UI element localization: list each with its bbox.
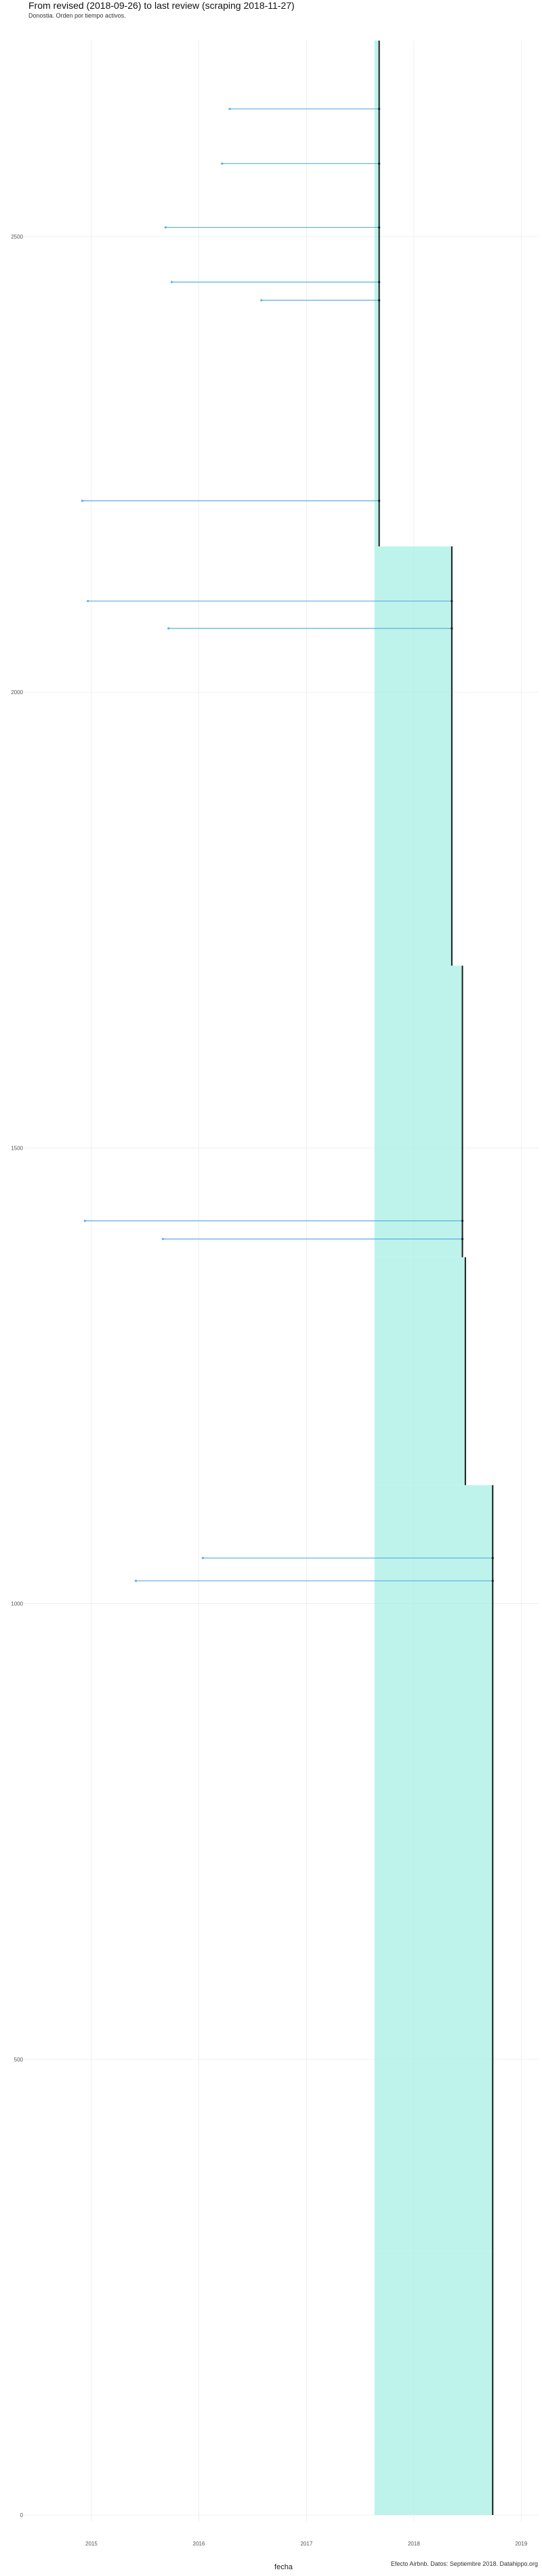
chart-caption: Efecto Airbnb. Datos: Septiembre 2018. D… [390, 2560, 538, 2567]
chart-title: From revised (2018-09-26) to last review… [28, 0, 295, 11]
review-point-layer [81, 40, 494, 2515]
first-review-point [170, 281, 173, 283]
last-review-point [461, 1238, 464, 1241]
x-axis: 2015 2016 2017 2018 2019 [85, 2541, 528, 2547]
last-review-point [491, 1556, 494, 1559]
x-tick-label: 2015 [85, 2541, 98, 2547]
last-review-point [451, 627, 453, 630]
last-review-point [378, 299, 381, 302]
first-review-point [201, 1556, 205, 1559]
active-band [374, 1257, 465, 1485]
first-review-point [83, 1220, 86, 1222]
y-tick-label: 2500 [11, 234, 23, 240]
y-tick-label: 1500 [11, 1145, 23, 1151]
last-review-point [461, 1220, 464, 1222]
x-axis-title: fecha [274, 2563, 293, 2571]
last-review-point [491, 1579, 494, 1582]
y-tick-label: 1000 [11, 1601, 23, 1607]
first-review-point [164, 226, 167, 229]
first-review-point [161, 1238, 165, 1241]
first-review-point [221, 162, 224, 165]
active-band [374, 2251, 493, 2515]
first-review-point [134, 1579, 138, 1582]
last-review-point [378, 108, 381, 110]
last-review-point [378, 500, 381, 502]
first-review-point [87, 600, 89, 603]
x-tick-label: 2016 [193, 2541, 205, 2547]
first-review-point [228, 108, 231, 110]
first-review-point [260, 299, 263, 302]
last-review-point [378, 162, 381, 165]
last-review-point [378, 226, 381, 229]
active-band-layer [374, 40, 493, 2515]
first-review-point [81, 500, 84, 502]
review-span-layer [82, 108, 493, 1582]
active-band [374, 965, 463, 1257]
y-tick-label: 0 [20, 2512, 24, 2518]
x-tick-label: 2017 [300, 2541, 312, 2547]
y-axis: 0 500 1000 1500 2000 2500 [11, 234, 23, 2518]
active-band [374, 1485, 493, 2251]
last-review-point [451, 600, 453, 603]
active-band [374, 546, 452, 966]
chart-subtitle: Donostia. Orden por tiempo activos. [28, 12, 126, 19]
x-tick-label: 2019 [515, 2541, 527, 2547]
x-tick-label: 2018 [408, 2541, 420, 2547]
y-tick-label: 2000 [11, 689, 23, 696]
active-band [374, 40, 379, 547]
first-review-point [167, 627, 170, 630]
y-tick-label: 500 [14, 2057, 24, 2063]
last-review-point [378, 281, 381, 283]
